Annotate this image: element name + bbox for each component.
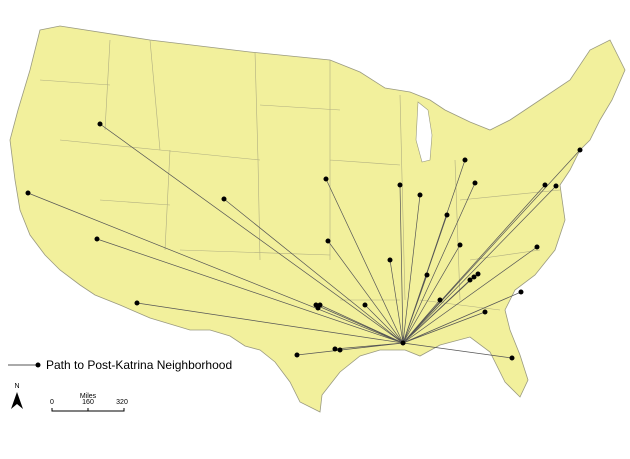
destinations — [25, 121, 583, 361]
us-outline — [9, 25, 626, 413]
legend-dot — [35, 362, 41, 368]
north-arrow — [11, 392, 23, 409]
scale-tick-label: 0 — [50, 399, 54, 406]
scale-tick-label: 320 — [116, 399, 128, 406]
scale-tick-label: 160 — [82, 399, 94, 406]
scale-unit: Miles — [80, 393, 97, 400]
scale-bar — [51, 408, 125, 412]
migration-paths — [27, 123, 581, 359]
state-borders — [39, 39, 561, 311]
legend-label: Path to Post-Katrina Neighborhood — [46, 358, 232, 372]
north-label: N — [14, 383, 19, 390]
lake-michigan — [415, 101, 433, 163]
